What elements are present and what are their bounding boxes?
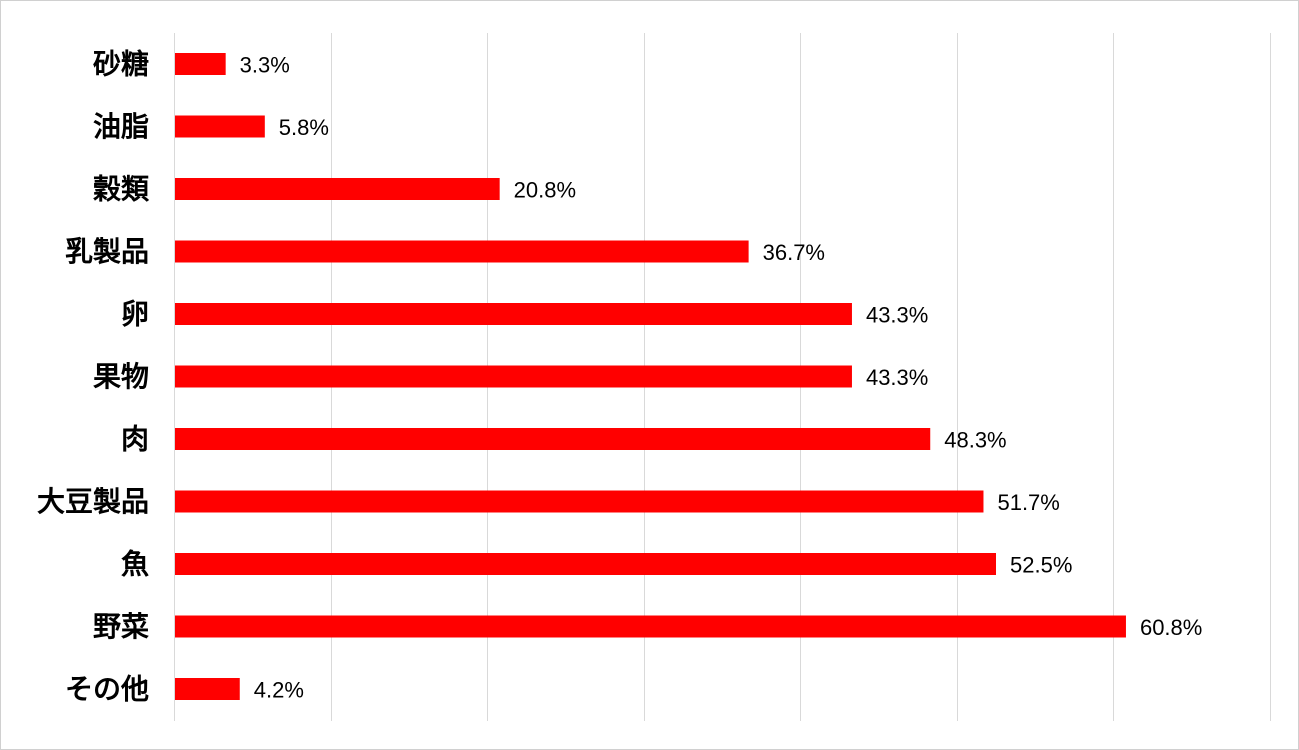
category-label: 卵 xyxy=(121,298,149,331)
value-label: 48.3% xyxy=(944,428,1006,453)
category-label: 砂糖 xyxy=(93,48,149,81)
value-label: 43.3% xyxy=(866,303,928,328)
bar xyxy=(175,115,265,138)
bar xyxy=(175,178,500,200)
bar xyxy=(175,615,1126,638)
category-label: 野菜 xyxy=(93,610,149,643)
category-label: 魚 xyxy=(121,548,149,581)
bar xyxy=(175,490,984,513)
bar xyxy=(175,428,931,450)
value-label: 60.8% xyxy=(1140,615,1202,640)
bar xyxy=(175,365,852,388)
value-label: 3.3% xyxy=(240,53,290,78)
value-label: 36.7% xyxy=(763,240,825,265)
value-label: 51.7% xyxy=(997,490,1059,515)
value-label: 4.2% xyxy=(254,678,304,703)
category-label: 穀類 xyxy=(93,173,150,206)
category-label: 乳製品 xyxy=(65,235,149,268)
category-label: 肉 xyxy=(121,423,149,456)
bar xyxy=(175,240,749,263)
bar xyxy=(175,53,226,75)
bar xyxy=(175,553,996,575)
value-label: 43.3% xyxy=(866,365,928,390)
category-label: 油脂 xyxy=(93,110,149,143)
bar xyxy=(175,303,852,325)
category-label: その他 xyxy=(65,673,149,706)
category-label: 果物 xyxy=(93,360,149,393)
bar xyxy=(175,678,240,700)
value-label: 20.8% xyxy=(514,178,576,203)
category-label: 大豆製品 xyxy=(37,485,149,518)
value-label: 5.8% xyxy=(279,115,329,140)
value-labels: 3.3% 5.8% 20.8% 36.7% 43.3% 43.3% 48.3% 51.7% 52… xyxy=(240,53,1203,703)
value-label: 52.5% xyxy=(1010,553,1072,578)
bars xyxy=(175,53,1126,700)
